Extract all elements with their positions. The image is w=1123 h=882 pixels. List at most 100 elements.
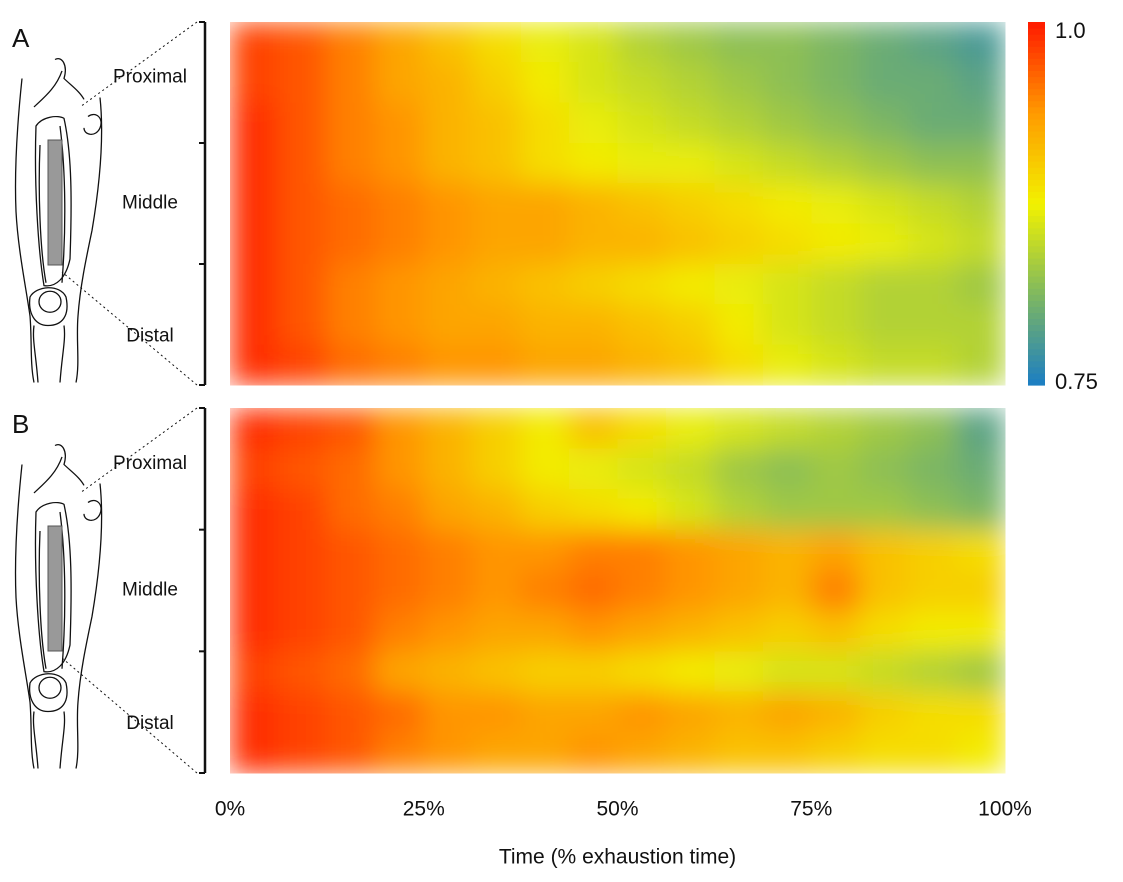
colorbar-step bbox=[1028, 22, 1045, 29]
heatmap-cell bbox=[859, 408, 909, 450]
heatmap-cell bbox=[472, 102, 522, 144]
heatmap-cell bbox=[278, 489, 328, 531]
heatmap-cell bbox=[278, 304, 328, 346]
heatmap-cell bbox=[278, 22, 328, 63]
heatmap-cell bbox=[956, 610, 1006, 652]
heatmap-cell bbox=[617, 732, 667, 774]
heatmap-cell bbox=[617, 264, 667, 305]
heatmap-cell bbox=[326, 62, 376, 104]
guide-line bbox=[79, 407, 198, 494]
colorbar: 1.0 0.75 bbox=[1028, 18, 1098, 394]
heatmap-cell bbox=[520, 102, 570, 144]
heatmap-cell bbox=[762, 732, 812, 774]
heatmap-cell bbox=[665, 22, 715, 63]
heatmap-cell bbox=[956, 62, 1006, 104]
heatmap-cell bbox=[617, 610, 667, 652]
colorbar-step bbox=[1028, 46, 1045, 53]
heatmap-cell bbox=[762, 448, 812, 490]
guide-line bbox=[61, 271, 198, 386]
colorbar-step bbox=[1028, 264, 1045, 271]
heatmap-cell bbox=[472, 691, 522, 733]
heatmap-cell bbox=[472, 732, 522, 774]
heatmap-cell bbox=[375, 223, 425, 265]
heatmap-cell bbox=[569, 570, 618, 612]
heatmap-cell bbox=[423, 489, 473, 531]
heatmap-cell bbox=[375, 651, 425, 693]
heatmap-cell bbox=[617, 183, 667, 225]
heatmap-cell bbox=[326, 651, 376, 693]
region-label: Distal bbox=[126, 326, 174, 347]
heatmap-cell bbox=[908, 651, 958, 693]
heatmap-cell bbox=[520, 651, 570, 693]
heatmap-cell bbox=[472, 62, 522, 104]
colorbar-step bbox=[1028, 179, 1045, 186]
heatmap-cell bbox=[278, 62, 328, 104]
heatmap-cell bbox=[375, 143, 425, 184]
heatmap-cell bbox=[569, 62, 618, 104]
heatmap-cell bbox=[278, 651, 328, 693]
x-tick-label: 100% bbox=[978, 798, 1032, 821]
x-tick-label: 75% bbox=[790, 798, 832, 821]
heatmap-cell bbox=[569, 651, 618, 693]
heatmap-cell bbox=[617, 691, 667, 733]
colorbar-step bbox=[1028, 215, 1045, 223]
heatmap-cell bbox=[859, 102, 909, 144]
heatmap-cell bbox=[665, 143, 715, 184]
heatmap-cell bbox=[520, 304, 570, 346]
heatmap-cell bbox=[520, 691, 570, 733]
heatmap-cell bbox=[956, 489, 1006, 531]
heatmap bbox=[230, 408, 1006, 774]
heatmap-cell bbox=[569, 732, 618, 774]
heatmap-cell bbox=[665, 732, 715, 774]
heatmap-cell bbox=[908, 570, 958, 612]
colorbar-step bbox=[1028, 34, 1045, 41]
heatmap-cell bbox=[956, 570, 1006, 612]
heatmap-cell bbox=[908, 62, 958, 104]
colorbar-step bbox=[1028, 366, 1045, 374]
heatmap-cell bbox=[956, 691, 1006, 733]
heatmap-cell bbox=[714, 223, 764, 265]
heatmap-cell bbox=[375, 529, 425, 571]
heatmap-cell bbox=[956, 344, 1006, 386]
heatmap-cell bbox=[326, 223, 376, 265]
colorbar-step bbox=[1028, 124, 1045, 132]
heatmap-cell bbox=[375, 62, 425, 104]
heatmap-cell bbox=[326, 304, 376, 346]
heatmap-cell bbox=[230, 264, 279, 305]
heatmap-cell bbox=[230, 223, 279, 265]
heatmap-cell bbox=[714, 62, 764, 104]
heatmap-cell bbox=[520, 344, 570, 386]
heatmap-cell bbox=[230, 610, 279, 652]
heatmap-cell bbox=[278, 691, 328, 733]
colorbar-step bbox=[1028, 28, 1045, 35]
region-label: Middle bbox=[122, 193, 178, 214]
heatmap-cell bbox=[762, 22, 812, 63]
heatmap-cell bbox=[230, 691, 279, 733]
colorbar-step bbox=[1028, 118, 1045, 126]
heatmap-cell bbox=[859, 344, 909, 386]
heatmap-cell bbox=[375, 489, 425, 531]
heatmap-cell bbox=[326, 143, 376, 184]
heatmap-cell bbox=[665, 448, 715, 490]
colorbar-tick-label: 1.0 bbox=[1055, 18, 1086, 43]
x-tick-label: 50% bbox=[596, 798, 638, 821]
heatmap-cell bbox=[859, 570, 909, 612]
colorbar-step bbox=[1028, 185, 1045, 192]
heatmap-cell bbox=[762, 610, 812, 652]
heatmap-cell bbox=[859, 610, 909, 652]
heatmap-cell bbox=[326, 22, 376, 63]
colorbar-step bbox=[1028, 209, 1045, 217]
heatmap-cell bbox=[714, 570, 764, 612]
heatmap-cell bbox=[762, 408, 812, 450]
heatmap-cell bbox=[617, 62, 667, 104]
heatmap-cell bbox=[423, 62, 473, 104]
heatmap-cell bbox=[665, 489, 715, 531]
heatmap-cell bbox=[326, 448, 376, 490]
heatmap-cell bbox=[665, 651, 715, 693]
heatmap-cell bbox=[762, 223, 812, 265]
colorbar-step bbox=[1028, 378, 1045, 386]
heatmap-cell bbox=[278, 183, 328, 225]
heatmap-cell bbox=[278, 570, 328, 612]
heatmap-cell bbox=[665, 408, 715, 450]
heatmap-cell bbox=[230, 489, 279, 531]
